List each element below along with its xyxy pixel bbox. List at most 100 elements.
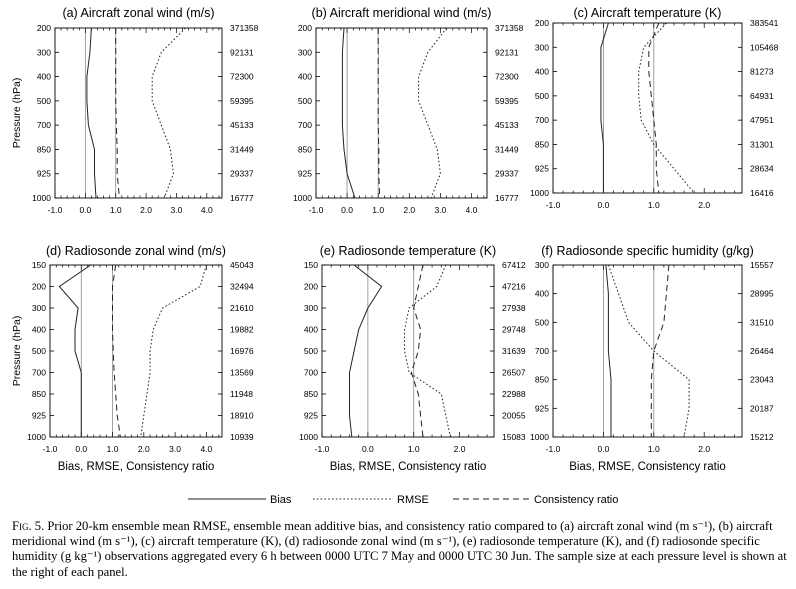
panel-b-sample-size: 31449 — [495, 144, 519, 154]
panel-d-series-rmse — [140, 264, 207, 438]
panel-e-ytick-label: 500 — [304, 346, 318, 356]
chart-canvas: (a) Aircraft zonal wind (m/s) 200 371358 30… — [11, 6, 779, 506]
panel-e-sample-size: 22988 — [502, 389, 526, 399]
panel-d-ytick-label: 150 — [32, 260, 46, 270]
figure-caption: Fig. 5. Prior 20-km ensemble mean RMSE, … — [12, 519, 790, 580]
panel-b-sample-size: 29337 — [495, 169, 519, 179]
panel-f-ytick-label: 300 — [535, 260, 549, 270]
panel-d-ytick-label: 850 — [32, 389, 46, 399]
panel-b-sample-size: 72300 — [495, 72, 519, 82]
panel-e-series-bias — [349, 264, 383, 438]
panel-f-ytick-label: 925 — [535, 403, 549, 413]
panel-c-sample-size: 16416 — [750, 188, 774, 198]
panel-c-sample-size: 28634 — [750, 164, 774, 174]
panel-c-xtick-label: -1.0 — [546, 200, 561, 210]
panel-e-series-consistency-ratio — [410, 264, 424, 438]
panel-a-sample-size: 371358 — [230, 23, 259, 33]
panel-b-sample-size: 371358 — [495, 23, 524, 33]
panel-c-ytick-label: 925 — [535, 164, 549, 174]
panel-f-series-consistency-ratio — [650, 264, 670, 437]
panel-d-xtick-label: -1.0 — [43, 444, 58, 454]
panel-b-series-bias — [341, 27, 356, 199]
panel-c-sample-size: 64931 — [750, 91, 774, 101]
panel-a-ytick-label: 700 — [37, 120, 51, 130]
panel-a-ytick-label: 850 — [37, 144, 51, 154]
panel-a-sample-size: 29337 — [230, 169, 254, 179]
panel-e-ytick-label: 400 — [304, 325, 318, 335]
panel-f-ytick-label: 500 — [535, 317, 549, 327]
panel-f-sample-size: 26464 — [750, 346, 774, 356]
panel-a-ytick-label: 500 — [37, 96, 51, 106]
panel-f-sample-size: 28995 — [750, 289, 774, 299]
panel-b-ytick-label: 400 — [298, 72, 312, 82]
panel-e-sample-size: 67412 — [502, 260, 526, 270]
panel-f-ytick-label: 1000 — [530, 432, 549, 442]
panel-d-sample-size: 11948 — [230, 389, 253, 399]
panel-a-series-rmse — [151, 27, 186, 199]
panel-b-ytick-label: 300 — [298, 47, 312, 57]
panel-d-ytick-label: 300 — [32, 303, 46, 313]
panel-a-series-consistency-ratio — [115, 28, 120, 199]
panel-d-xtick-label: 1.0 — [107, 444, 119, 454]
panel-a-sample-size: 31449 — [230, 144, 254, 154]
panel-b-xtick-label: 4.0 — [466, 205, 478, 215]
panel-a-xtick-label: -1.0 — [48, 205, 63, 215]
panel-a-series-bias — [86, 27, 97, 199]
panel-e-sample-size: 15083 — [502, 432, 526, 442]
panel-f-title: (f) Radiosonde specific humidity (g/kg) — [541, 244, 754, 258]
panel-b-sample-size: 16777 — [495, 193, 519, 203]
panel-e-sample-size: 26507 — [502, 368, 526, 378]
panel-f-xlabel: Bias, RMSE, Consistency ratio — [569, 461, 726, 473]
panel-c-sample-size: 81273 — [750, 67, 774, 77]
panel-a-sample-size: 16777 — [230, 193, 254, 203]
panel-c-frame — [552, 22, 743, 194]
panel-e-sample-size: 31639 — [502, 346, 526, 356]
panel-e-xtick-label: -1.0 — [315, 444, 330, 454]
panel-a-xtick-label: 2.0 — [140, 205, 152, 215]
panel-d-xlabel: Bias, RMSE, Consistency ratio — [58, 461, 215, 473]
panel-e-xlabel: Bias, RMSE, Consistency ratio — [330, 461, 487, 473]
panel-d-sample-size: 10939 — [230, 432, 254, 442]
panel-c-xtick-label: 1.0 — [648, 200, 660, 210]
panel-c-title: (c) Aircraft temperature (K) — [574, 6, 722, 20]
panel-a-sample-size: 59395 — [230, 96, 254, 106]
panel-d-xtick-label: 4.0 — [200, 444, 212, 454]
panel-d-ytick-label: 700 — [32, 368, 46, 378]
panel-a-ytick-label: 300 — [37, 47, 51, 57]
panel-d-xtick-label: 3.0 — [169, 444, 181, 454]
panel-c-series-bias — [600, 22, 609, 193]
panel-d-sample-size: 21610 — [230, 303, 254, 313]
panel-d-ylabel: Pressure (hPa) — [11, 316, 23, 387]
panel-c-ytick-label: 1000 — [530, 188, 549, 198]
panel-f-xtick-label: -1.0 — [546, 444, 561, 454]
panel-e-ytick-label: 150 — [304, 260, 318, 270]
panel-b-title: (b) Aircraft meridional wind (m/s) — [312, 6, 492, 20]
panel-b-ytick-label: 200 — [298, 23, 312, 33]
panel-a-sample-size: 45133 — [230, 120, 254, 130]
panel-c-ytick-label: 850 — [535, 139, 549, 149]
panel-a-xtick-label: 1.0 — [110, 205, 122, 215]
panel-d-series-consistency-ratio — [112, 264, 121, 438]
panel-a-frame — [54, 27, 223, 199]
panel-b-xtick-label: -1.0 — [309, 205, 324, 215]
panel-b-xtick-label: 1.0 — [372, 205, 384, 215]
panel-e-sample-size: 47216 — [502, 282, 526, 292]
panel-f-sample-size: 15212 — [750, 432, 774, 442]
panel-f-xtick-label: 1.0 — [648, 444, 660, 454]
panel-a-sample-size: 92131 — [230, 47, 254, 57]
panel-c-sample-size: 31301 — [750, 139, 774, 149]
panel-c-ytick-label: 700 — [535, 115, 549, 125]
panel-e-xtick-label: 1.0 — [408, 444, 420, 454]
panel-d-xtick-label: 0.0 — [75, 444, 87, 454]
panel-d-ytick-label: 925 — [32, 411, 46, 421]
panel-d-ytick-label: 500 — [32, 346, 46, 356]
panel-d-ytick-label: 200 — [32, 282, 46, 292]
panel-d-sample-size: 45043 — [230, 260, 254, 270]
panel-d-sample-size: 19882 — [230, 325, 254, 335]
panel-a-ytick-label: 200 — [37, 23, 51, 33]
panel-b-series-rmse — [418, 27, 447, 199]
legend-bias-label: Bias — [270, 494, 292, 506]
panel-b-sample-size: 92131 — [495, 47, 519, 57]
panel-f-sample-size: 15557 — [750, 260, 774, 270]
